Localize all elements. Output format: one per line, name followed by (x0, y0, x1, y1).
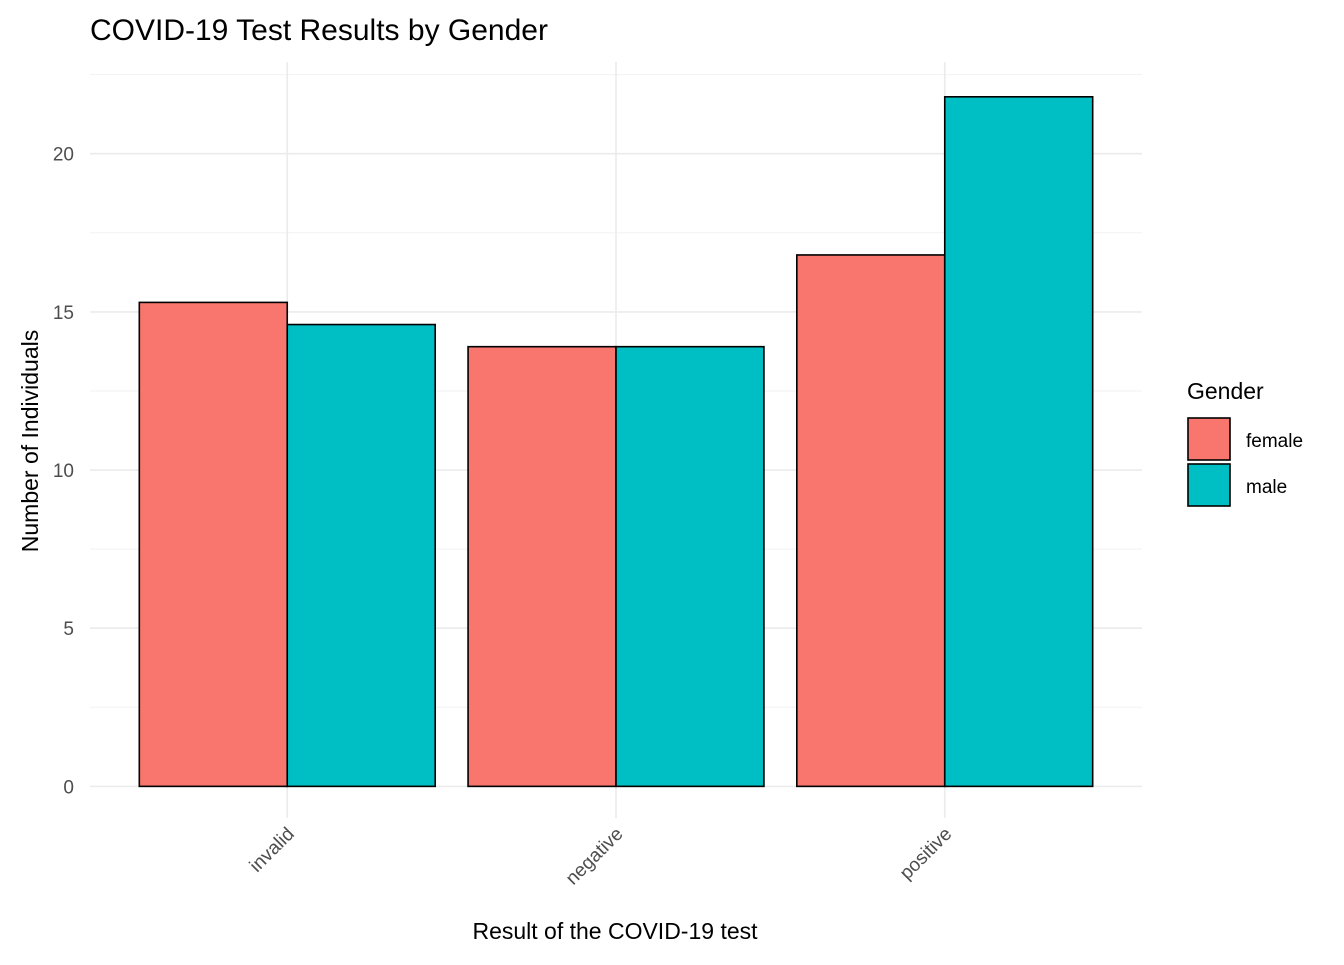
legend-label-male: male (1246, 477, 1287, 498)
bar-female-negative (467, 345, 617, 788)
bar-male-invalid (286, 323, 436, 788)
y-axis-label: Number of Individuals (17, 330, 43, 552)
y-axis-tick-labels: 0 5 10 15 20 (53, 145, 74, 799)
y-tick-label: 0 (63, 777, 74, 798)
bars (138, 95, 1094, 788)
chart-title: COVID-19 Test Results by Gender (90, 14, 548, 47)
y-tick-label: 20 (53, 145, 74, 166)
bar-female-positive (796, 254, 946, 788)
bar-male-positive (943, 95, 1094, 788)
y-tick-label: 5 (63, 619, 74, 640)
y-tick-label: 15 (53, 303, 74, 324)
legend-items: female male (1187, 417, 1303, 507)
legend-label-female: female (1246, 431, 1303, 452)
bar-male-negative (615, 345, 765, 788)
legend-key-male (1187, 463, 1231, 507)
legend-title: Gender (1187, 378, 1264, 404)
y-tick-label: 10 (53, 461, 74, 482)
legend: Gender female male (1187, 378, 1303, 507)
legend-key-female (1187, 417, 1231, 461)
x-axis-label: Result of the COVID-19 test (472, 918, 758, 944)
bar-female-invalid (138, 301, 289, 788)
